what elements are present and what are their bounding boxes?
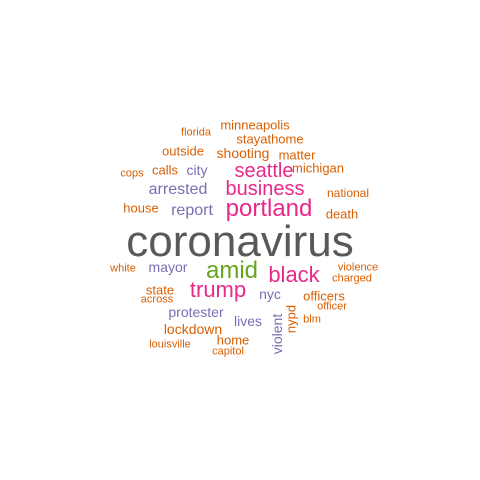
word-minneapolis: minneapolis [220,117,290,133]
word-lives: lives [233,313,263,329]
word-lockdown: lockdown [163,321,223,337]
word-florida: florida [181,126,211,139]
word-report: report [171,202,213,219]
word-across: across [140,293,174,306]
word-city: city [186,162,208,178]
word-nypd: nypd [283,304,299,334]
word-violence: violence [337,261,379,274]
word-white: white [110,262,136,275]
word-calls: calls [151,162,179,178]
word-arrested: arrested [148,181,208,198]
word-business: business [225,178,305,200]
word-state: state [145,282,175,298]
word-violent: violent [269,313,285,355]
word-death: death [325,206,359,222]
word-cops: cops [120,167,144,180]
word-matter: matter [278,147,316,163]
word-louisville: louisville [149,338,191,351]
word-coronavirus: coronavirus [126,217,354,266]
word-amid: amid [205,257,259,284]
word-blm: blm [303,313,321,326]
word-black: black [268,262,320,287]
word-officer: officer [317,300,347,313]
word-outside: outside [162,143,204,159]
word-michigan: michigan [291,160,345,176]
word-mayor: mayor [148,259,188,275]
word-charged: charged [332,272,372,285]
word-portland: portland [225,195,313,222]
word-home: home [216,332,250,348]
word-stayathome: stayathome [236,131,304,147]
word-national: national [326,186,370,200]
word-seattle: seattle [234,160,294,182]
word-trump: trump [189,277,247,302]
word-capitol: capitol [212,345,244,358]
word-nyc: nyc [259,286,281,302]
word-protester: protester [168,304,224,320]
word-officers: officers [303,288,345,304]
word-shooting: shooting [216,145,270,161]
word-house: house [123,200,159,216]
